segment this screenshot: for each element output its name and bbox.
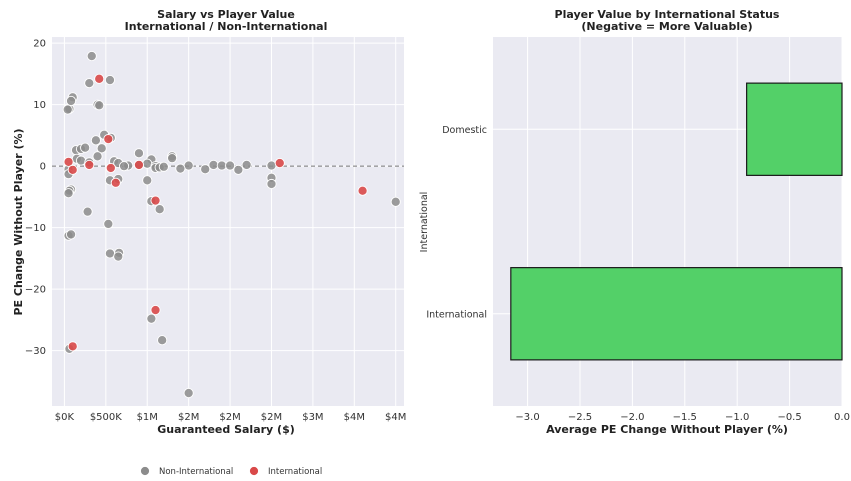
scatter-y-tick-label: 20 [33, 39, 46, 50]
data-point-international [67, 164, 78, 175]
data-point-non-international [216, 160, 227, 171]
scatter-x-tick-label: $3M [302, 412, 323, 423]
data-point-non-international [390, 196, 401, 207]
legend-marker-non-international [140, 466, 150, 476]
scatter-x-tick-label: $4M [385, 412, 406, 423]
scatter-y-tick-label: 10 [33, 100, 46, 111]
scatter-x-tick-label: $4M [344, 412, 365, 423]
legend-label-international: International [268, 467, 322, 477]
bar-category-label: International [426, 309, 487, 320]
data-point-non-international [175, 163, 186, 174]
bar-x-tick-label: −3.0 [515, 412, 539, 423]
data-point-non-international [158, 161, 169, 172]
scatter-title: Salary vs Player Value [157, 8, 295, 21]
data-point-international [63, 156, 74, 167]
data-point-non-international [104, 248, 116, 259]
data-point-international [357, 185, 368, 196]
data-point-non-international [208, 159, 219, 170]
data-point-international [94, 73, 105, 84]
scatter-y-axis-label: PE Change Without Player (%) [12, 128, 25, 315]
scatter-x-tick-label: $2M [219, 412, 240, 423]
data-point-non-international [62, 104, 73, 115]
scatter-x-tick-label: $2M [261, 412, 282, 423]
data-point-international [67, 341, 78, 352]
data-point-non-international [80, 142, 91, 153]
data-point-non-international [96, 143, 107, 154]
scatter-panel: $0K $500K $1M $2M $2M $2M $3M $4M $4M 20 10 0 −10 −2… [12, 8, 406, 477]
bar-y-axis-label: International [419, 192, 430, 253]
data-point-international [150, 305, 161, 316]
bar-x-axis-label: Average PE Change Without Player (%) [546, 423, 788, 436]
bar-domestic [746, 82, 843, 176]
data-point-non-international [183, 388, 194, 399]
data-point-non-international [65, 229, 77, 240]
bar-x-tick-label: −1.5 [673, 412, 697, 423]
scatter-subtitle: International / Non-International [125, 20, 328, 33]
data-point-international [103, 134, 114, 145]
scatter-y-tick-label: −10 [25, 223, 46, 234]
data-point-international [133, 159, 145, 170]
scatter-x-axis-label: Guaranteed Salary ($) [157, 423, 295, 436]
data-point-non-international [94, 100, 105, 111]
data-point-non-international [75, 155, 87, 166]
scatter-x-tick-label: $1M [137, 412, 158, 423]
data-point-international [84, 159, 95, 170]
scatter-y-tick-label: −20 [25, 285, 46, 296]
data-point-non-international [241, 159, 252, 170]
data-point-non-international [142, 175, 153, 186]
data-point-non-international [142, 158, 153, 169]
bar-x-tick-label: −1.0 [725, 412, 749, 423]
data-point-non-international [63, 188, 74, 199]
data-point-non-international [65, 95, 77, 107]
data-point-non-international [225, 160, 236, 171]
data-point-international [150, 195, 161, 206]
data-point-international [274, 158, 285, 169]
data-point-non-international [113, 251, 124, 262]
bar-x-tick-label: −2.0 [620, 412, 644, 423]
data-point-non-international [200, 164, 211, 175]
bar-x-tick-label: −0.5 [777, 412, 801, 423]
legend-marker-international [249, 466, 259, 476]
data-point-non-international [133, 148, 145, 159]
data-point-non-international [104, 75, 116, 86]
bar-category-label: Domestic [442, 125, 487, 136]
data-point-non-international [82, 206, 93, 217]
bar-title: Player Value by International Status [555, 8, 780, 21]
data-point-non-international [266, 160, 277, 171]
data-point-non-international [119, 161, 130, 172]
data-point-non-international [92, 151, 103, 162]
bar-panel: −3.0 −2.5 −2.0 −1.5 −1.0 −0.5 0.0 Domestic Inte… [419, 8, 850, 436]
scatter-x-tick-label: $0K [55, 412, 75, 423]
bar-international [510, 267, 843, 361]
bar-x-tick-label: −2.5 [568, 412, 592, 423]
data-point-non-international [90, 135, 101, 146]
data-point-non-international [167, 153, 178, 164]
data-point-non-international [157, 335, 168, 346]
bar-x-tick-label: 0.0 [834, 412, 850, 423]
data-point-international [110, 177, 121, 188]
scatter-x-tick-label: $2M [178, 412, 199, 423]
data-point-non-international [86, 51, 97, 62]
scatter-y-tick-label: −30 [25, 346, 46, 357]
data-point-non-international [84, 78, 95, 89]
data-point-international [105, 162, 116, 174]
data-point-non-international [146, 313, 157, 324]
scatter-x-tick-label: $500K [90, 412, 122, 423]
bar-subtitle: (Negative = More Valuable) [581, 20, 752, 33]
data-point-non-international [233, 164, 244, 175]
data-point-non-international [154, 204, 165, 215]
legend: Non-International International [140, 466, 322, 477]
legend-label-non-international: Non-International [159, 467, 233, 477]
data-point-non-international [266, 178, 277, 190]
data-point-non-international [183, 160, 194, 171]
data-point-non-international [103, 218, 114, 230]
scatter-y-tick-label: 0 [40, 162, 46, 173]
